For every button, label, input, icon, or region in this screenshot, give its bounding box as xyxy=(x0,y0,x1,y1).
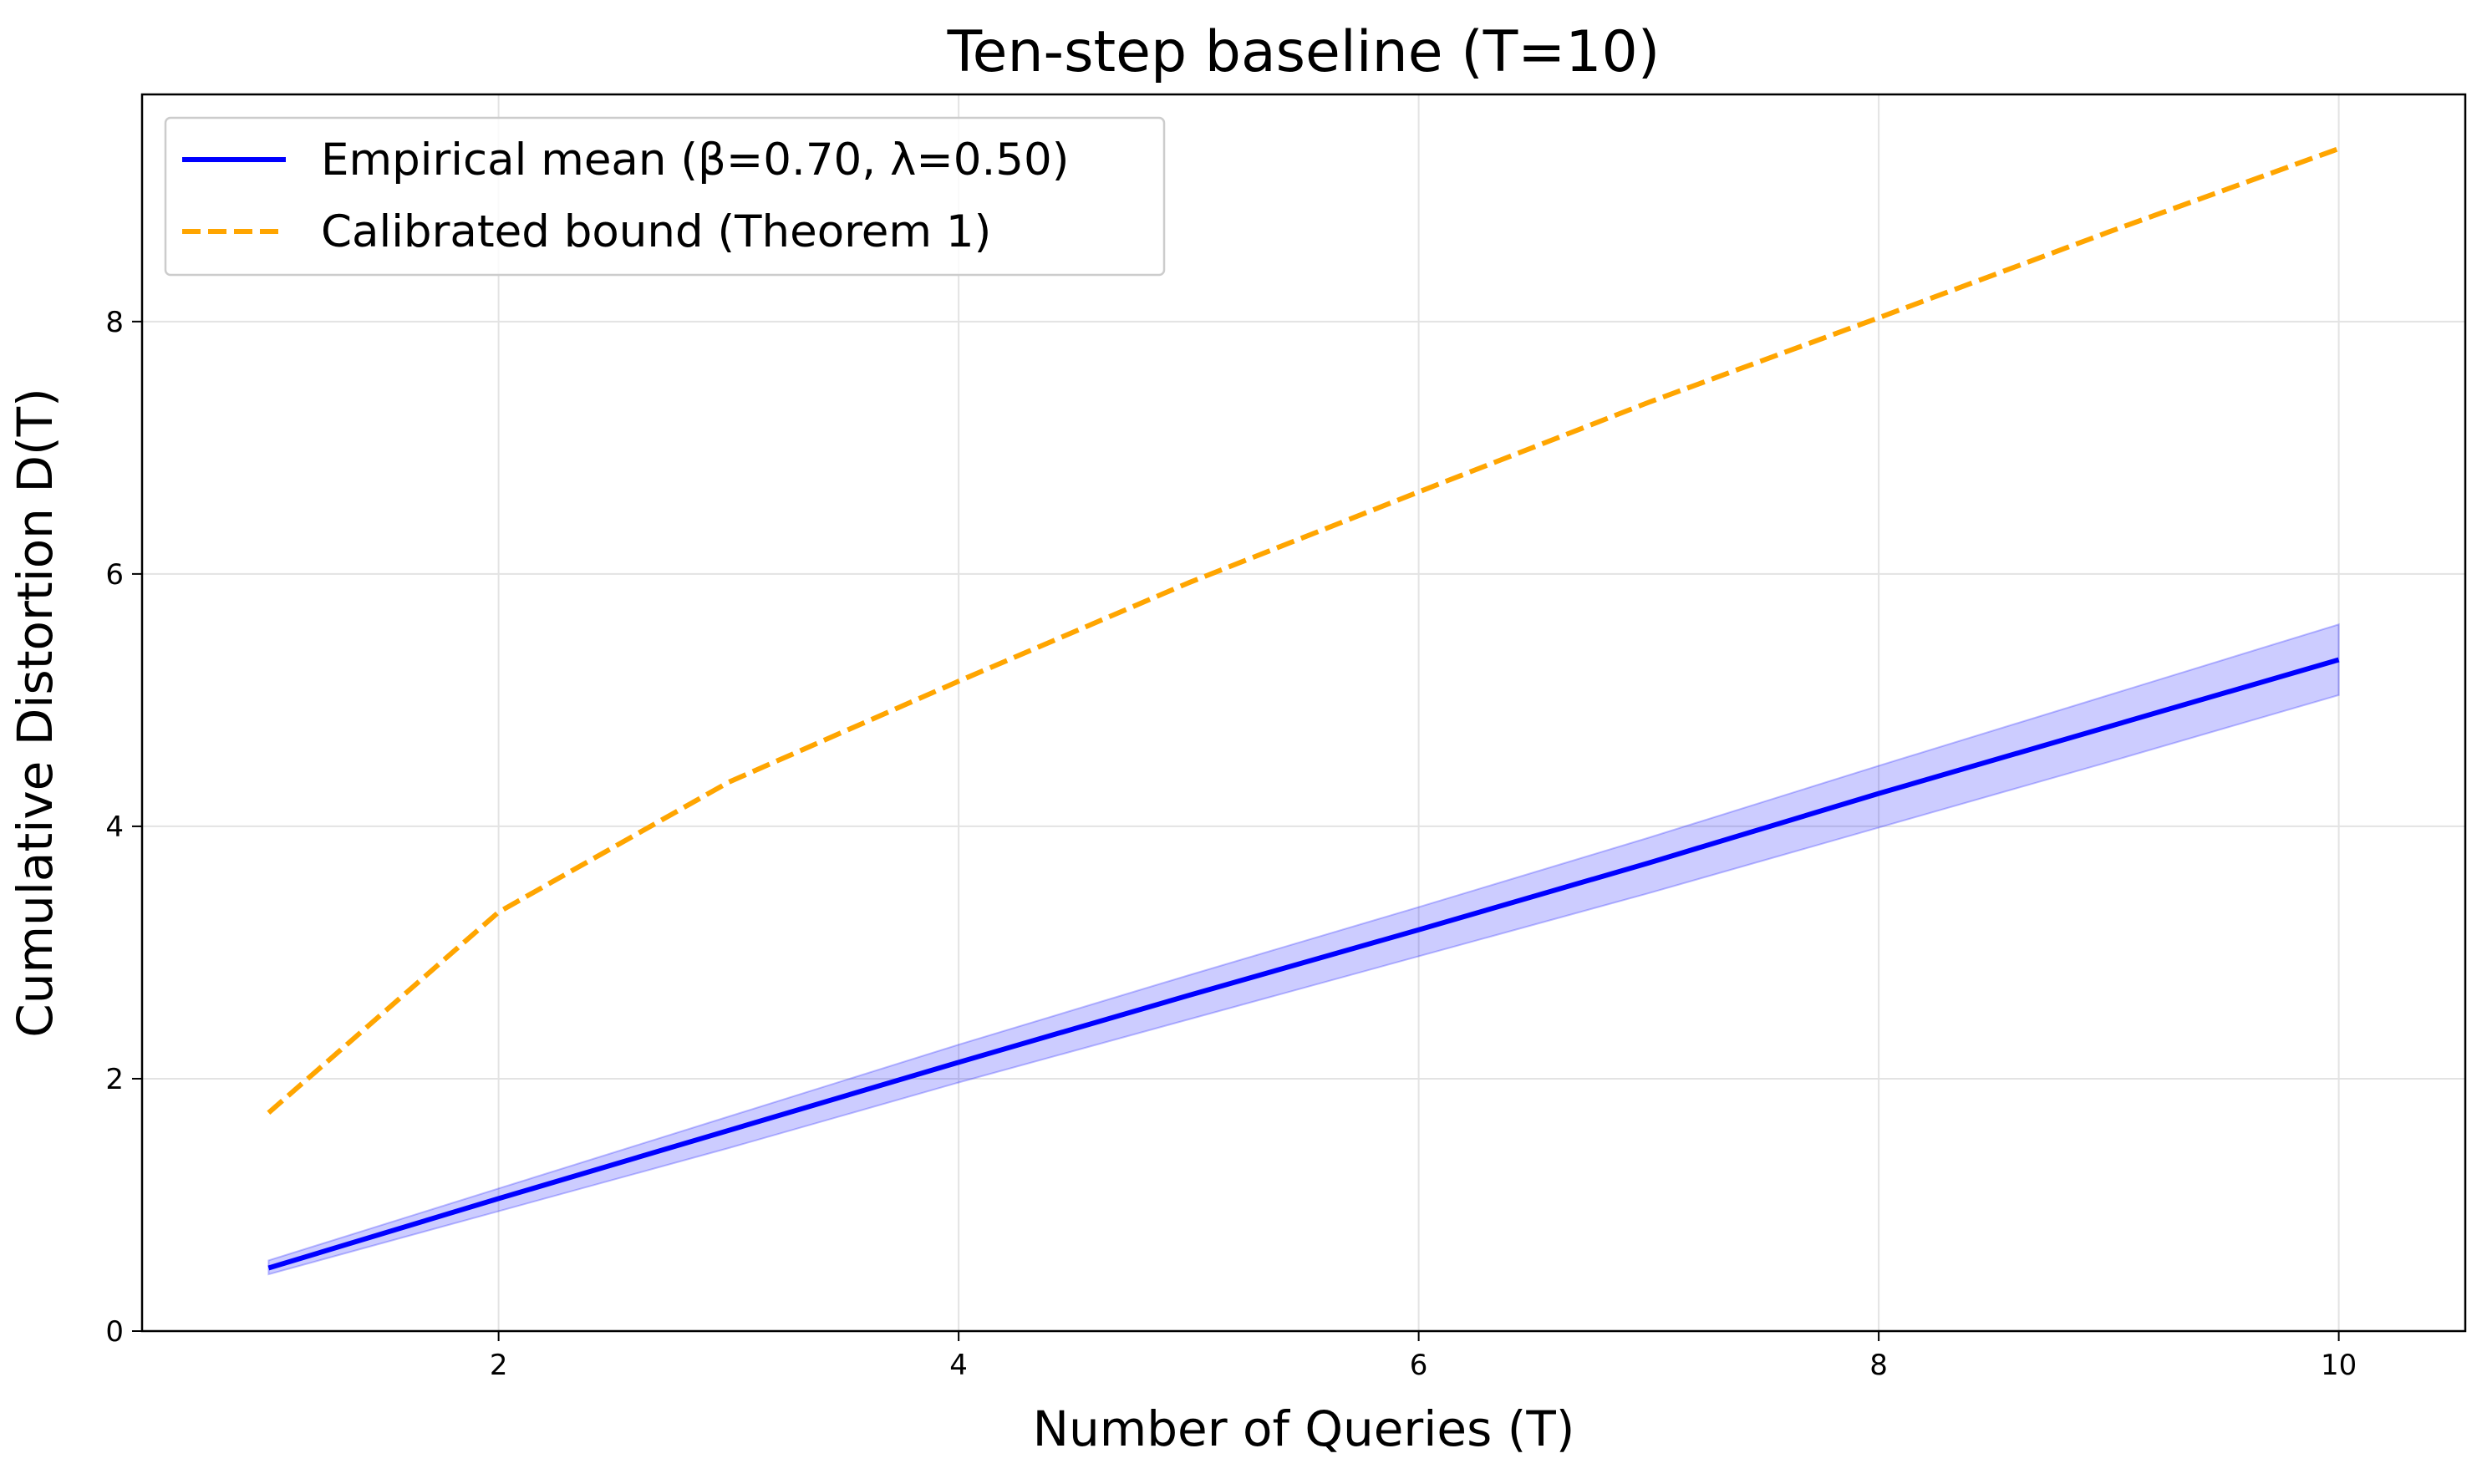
legend-box xyxy=(164,116,1166,277)
series-lines xyxy=(267,146,2340,1271)
x-tick-label: 4 xyxy=(949,1349,968,1382)
legend-label-bound: Calibrated bound (Theorem 1) xyxy=(321,206,991,257)
x-tick-label: 6 xyxy=(1410,1349,1428,1382)
legend: Empirical mean (β=0.70, λ=0.50) Calibrat… xyxy=(164,116,1166,277)
x-tick-label: 8 xyxy=(1869,1349,1888,1382)
chart-title: Ten-step baseline (T=10) xyxy=(947,19,1661,85)
axis-ticks: 2 4 6 8 10 0 2 4 6 8 xyxy=(105,306,2357,1382)
plot-frame xyxy=(140,93,2467,1333)
y-tick-label: 2 xyxy=(105,1063,124,1096)
y-tick-label: 0 xyxy=(105,1315,124,1349)
y-tick-label: 6 xyxy=(105,558,124,592)
x-tick-label: 10 xyxy=(2321,1349,2357,1382)
y-tick-label: 4 xyxy=(105,811,124,844)
y-tick-label: 8 xyxy=(105,306,124,339)
x-axis-title: Number of Queries (T) xyxy=(1033,1400,1575,1457)
series-line-1 xyxy=(267,146,2340,1115)
legend-label-empirical: Empirical mean (β=0.70, λ=0.50) xyxy=(321,135,1069,186)
x-tick-label: 2 xyxy=(490,1349,508,1382)
series-line-0 xyxy=(267,657,2340,1271)
y-axis-title: Cumulative Distortion D(T) xyxy=(7,388,64,1037)
